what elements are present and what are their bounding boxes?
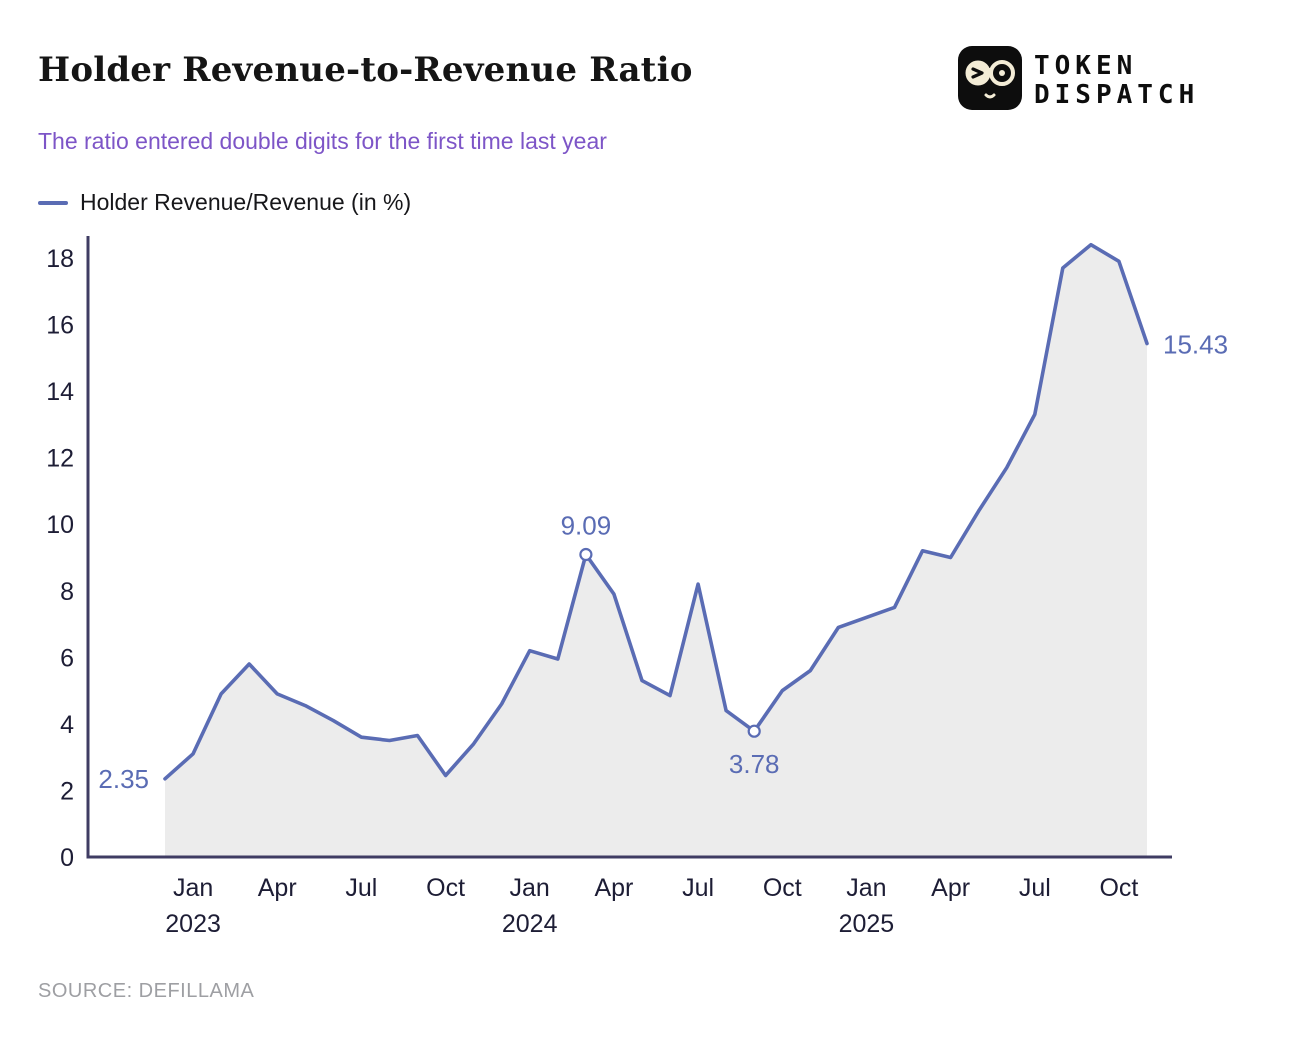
x-tick-label: Apr [931,874,970,902]
legend-line-swatch [38,200,68,205]
annotation-marker [747,724,761,738]
x-tick-label: Jan [510,874,550,902]
chart-legend: Holder Revenue/Revenue (in %) [38,189,411,216]
logo-word-token: TOKEN [1034,51,1138,81]
x-tick-label: Jul [1019,874,1051,902]
y-tick-label: 6 [60,644,74,672]
annotation-label: 3.78 [729,749,780,779]
y-tick-label: 14 [46,378,74,406]
y-tick-label: 10 [46,511,74,539]
x-tick-label: Oct [426,874,465,902]
area-fill [165,244,1147,857]
y-tick-label: 8 [60,578,74,606]
data-line [163,242,1149,781]
y-tick-label: 0 [60,844,74,872]
logo-word-dispatch: DISPATCH [1034,80,1200,110]
y-tick-label: 12 [46,445,74,473]
owl-glasses-icon [965,60,1015,99]
y-tick-label: 16 [46,312,74,340]
owl-logo-icon [958,46,1022,110]
y-tick-label: 18 [46,245,74,273]
x-year-label: 2025 [839,910,895,938]
token-dispatch-logo: TOKEN DISPATCH [958,46,1199,110]
x-tick-label: Apr [594,874,633,902]
x-tick-label: Oct [763,874,802,902]
annotation-label: 15.43 [1163,330,1228,360]
x-year-label: 2023 [165,910,221,938]
x-tick-label: Oct [1099,874,1138,902]
x-tick-label: Apr [258,874,297,902]
x-tick-label: Jan [173,874,213,902]
y-tick-label: 2 [60,777,74,805]
y-tick-label: 4 [60,711,74,739]
chart-subtitle: The ratio entered double digits for the … [38,128,607,154]
page-title: Holder Revenue-to-Revenue Ratio [38,50,693,90]
legend-label: Holder Revenue/Revenue (in %) [80,189,412,215]
annotation-label: 2.35 [98,764,149,794]
source-credit: SOURCE: DEFILLAMA [38,980,255,1002]
annotation-label: 9.09 [561,511,612,541]
x-tick-label: Jul [345,874,377,902]
annotation-marker [579,547,593,562]
x-tick-label: Jul [682,874,714,902]
x-year-label: 2024 [502,910,558,938]
logo-wordmark: TOKEN DISPATCH [1034,46,1199,110]
x-tick-label: Jan [846,874,886,902]
